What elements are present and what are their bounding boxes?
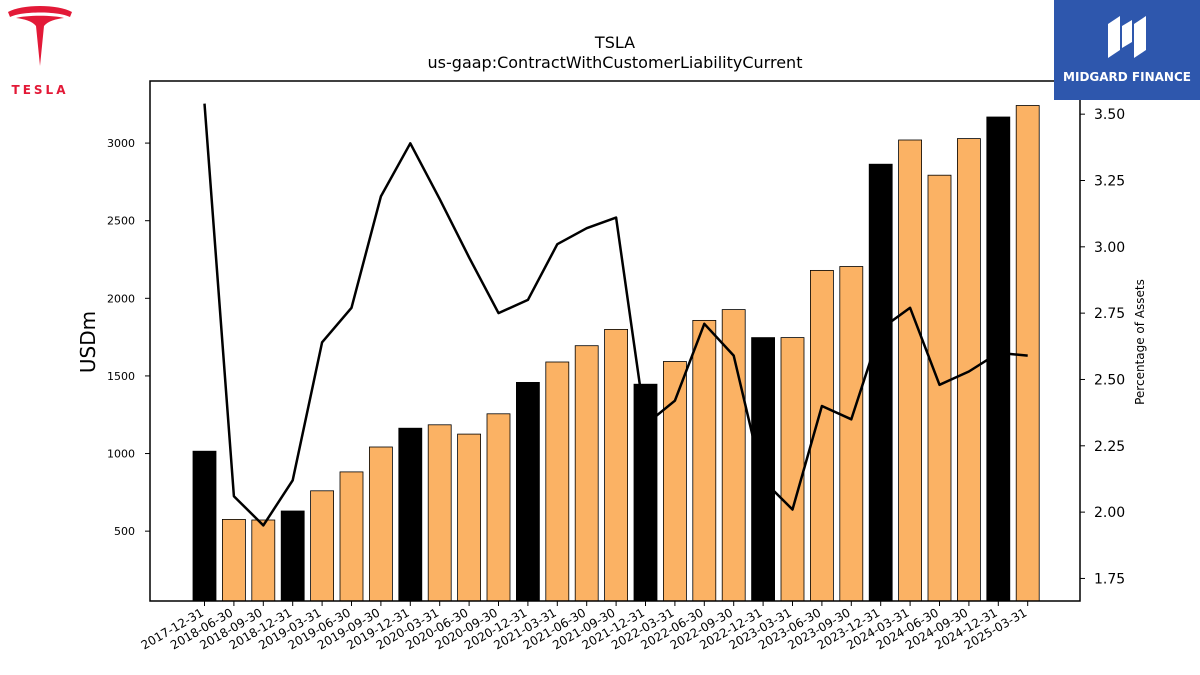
bar-2024-06-30 [927,174,952,602]
bar-group [192,105,1040,602]
bar-2022-12-31 [751,337,775,602]
y2-axis: 1.75 2.00 2.25 2.50 2.75 3.00 3.25 3.50 [1080,107,1125,587]
bar-2020-06-30 [457,433,482,602]
bar-2021-06-30 [574,345,599,602]
y-tick-label: 1500 [107,370,135,383]
y-axis: 500 1000 1500 2000 2500 3000 [107,137,150,538]
y2-tick-label: 2.50 [1094,372,1125,388]
bar-2020-03-31 [427,424,452,602]
y-axis-label: USDm [76,311,100,373]
chart-subtitle: us-gaap:ContractWithCustomerLiabilityCur… [428,53,803,72]
bar-2017-12-31 [192,450,217,602]
bar-2022-06-30 [692,319,717,602]
midgard-finance-logo: MIDGARD FINANCE [1054,0,1200,100]
x-axis: 2017-12-312018-06-302018-09-302018-12-31… [139,601,1029,652]
y-tick-label: 500 [114,525,135,538]
bar-2018-09-30 [251,519,276,602]
bar-2024-09-30 [957,138,981,602]
plot-frame [149,80,1081,602]
bar-2021-03-31 [545,361,570,602]
bar-2023-03-31 [780,337,805,602]
tesla-t-icon: TESLA [8,6,72,97]
y-tick-label: 2500 [107,215,135,228]
bar-2019-12-31 [398,427,423,602]
bar-2023-09-30 [839,266,864,602]
bar-2019-06-30 [339,471,364,602]
y-tick-label: 3000 [107,137,135,150]
tesla-wordmark: TESLA [12,83,69,97]
y2-tick-label: 2.75 [1094,306,1125,322]
bar-2020-09-30 [486,413,511,602]
tesla-logo: TESLA [0,0,80,100]
y-tick-label: 1000 [107,448,135,461]
chart-title: TSLA [594,33,635,52]
bar-2023-12-31 [868,163,893,602]
bar-2021-09-30 [604,328,628,602]
bar-2022-09-30 [721,309,746,602]
y2-tick-label: 3.50 [1094,107,1125,123]
bar-2019-09-30 [368,446,393,602]
line-group [203,103,1028,527]
bar-2020-12-31 [516,381,540,602]
bar-2024-03-31 [898,139,922,602]
y-tick-label: 2000 [107,292,135,305]
midgard-wordmark: MIDGARD FINANCE [1063,70,1191,84]
y2-tick-label: 3.00 [1094,240,1125,256]
bar-2018-06-30 [221,519,246,602]
y2-tick-label: 2.25 [1094,439,1125,455]
y2-tick-label: 2.00 [1094,505,1125,521]
bar-2025-03-31 [1015,105,1040,602]
y2-tick-label: 1.75 [1094,571,1125,587]
bar-2018-12-31 [280,510,305,602]
y2-tick-label: 3.25 [1094,173,1125,189]
midgard-m-icon: MIDGARD FINANCE [1063,16,1191,84]
y2-axis-label: Percentage of Assets [1133,279,1147,405]
bar-2019-03-31 [310,490,335,602]
percentage-of-assets-line [203,103,1028,527]
